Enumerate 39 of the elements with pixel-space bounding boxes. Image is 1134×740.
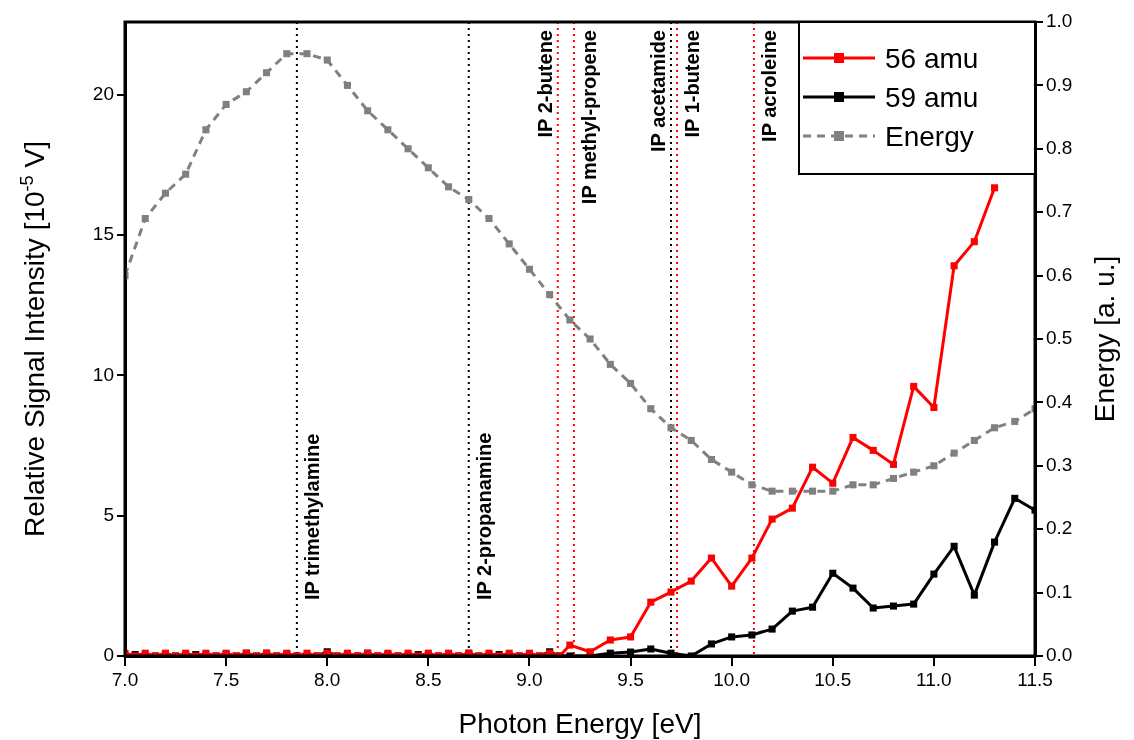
x-tick-label: 7.5 xyxy=(212,668,240,690)
y-tick-label: 10 xyxy=(92,363,114,385)
y2-tick-label: 0.2 xyxy=(1046,517,1073,539)
y2-axis-title: Energy [a. u.] xyxy=(1089,255,1120,423)
y-axis-title: Relative Signal Intensity [10-5 V] xyxy=(16,141,50,537)
legend-label: 59 amu xyxy=(885,82,979,113)
x-tick-label: 11.5 xyxy=(1017,668,1053,690)
legend-label: Energy xyxy=(885,121,974,152)
y2-tick-label: 0.4 xyxy=(1046,390,1073,412)
ref-line-label: IP methyl-propene xyxy=(577,30,600,205)
x-tick-label: 11.0 xyxy=(916,668,952,690)
legend-label: 56 amu xyxy=(885,43,979,74)
ref-line-label: IP 1-butene xyxy=(681,30,704,138)
y2-tick-label: 0.9 xyxy=(1046,73,1073,95)
x-axis-title: Photon Energy [eV] xyxy=(458,708,702,739)
y2-tick-label: 0.7 xyxy=(1046,200,1073,222)
y2-tick-label: 0.1 xyxy=(1046,580,1073,602)
y2-tick-label: 1.0 xyxy=(1046,10,1073,32)
ref-line-label: IP trimethylamine xyxy=(300,433,323,600)
x-tick-label: 10.0 xyxy=(713,668,751,690)
y2-tick-label: 0.5 xyxy=(1046,327,1073,349)
x-tick-label: 9.0 xyxy=(516,668,543,690)
x-tick-label: 10.5 xyxy=(814,668,852,690)
ref-line-label: IP 2-butene xyxy=(533,30,556,138)
y-tick-label: 5 xyxy=(103,503,114,525)
y-tick-label: 0 xyxy=(103,644,114,666)
y2-tick-label: 0.8 xyxy=(1046,137,1073,159)
y2-tick-label: 0.0 xyxy=(1046,644,1073,666)
x-tick-label: 8.0 xyxy=(314,668,341,690)
x-tick-label: 9.5 xyxy=(617,668,644,690)
y-tick-label: 15 xyxy=(92,223,114,245)
ref-line-label: IP acroleine xyxy=(757,30,780,142)
ref-line-label: IP 2-propanamine xyxy=(472,432,495,600)
y-tick-label: 20 xyxy=(92,83,114,105)
y2-tick-label: 0.6 xyxy=(1046,263,1073,285)
y2-tick-label: 0.3 xyxy=(1046,454,1073,476)
x-tick-label: 7.0 xyxy=(111,668,139,690)
x-tick-label: 8.5 xyxy=(415,668,442,690)
ref-line-label: IP acetamide xyxy=(647,30,669,152)
